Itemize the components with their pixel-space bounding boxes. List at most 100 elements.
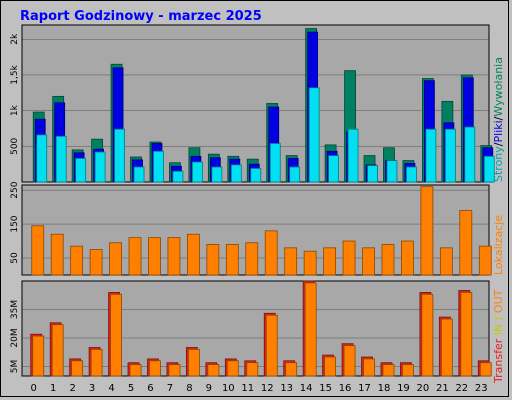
legend-label-bottom: Transfer IN / OUT [492,289,505,384]
panel-middle: 50 150 250 [10,181,492,276]
bar-top-strony-18 [386,160,398,183]
bar-middle-lokalizacje-21 [439,247,453,276]
bar-top-strony-0 [36,134,48,183]
bar-bottom-in-22 [460,291,473,377]
legend-hits: Wywołania [492,57,505,117]
bar-bottom-in-21 [440,318,453,377]
bar-top-strony-8 [191,161,203,183]
y-tick-label-top-2: 1,5k [10,64,20,84]
bar-middle-lokalizacje-7 [167,237,181,276]
x-tick-label-12: 12 [261,383,274,394]
bar-top-strony-11 [250,168,262,183]
bar-middle-lokalizacje-9 [206,244,220,276]
legend-in: IN / [492,313,505,339]
x-tick-label-0: 0 [31,383,37,394]
bar-top-strony-17 [367,165,378,183]
legend-out: OUT [492,289,505,313]
bar-top-strony-6 [153,150,164,183]
x-tick-label-5: 5 [128,383,134,394]
bar-top-strony-3 [94,151,106,183]
bar-bottom-in-18 [382,364,395,377]
bar-middle-lokalizacje-0 [31,225,45,276]
x-tick-label-13: 13 [280,383,293,394]
y-tick-label-top-0: 500 [10,137,20,154]
legend-files: Pliki [492,120,505,142]
bar-middle-lokalizacje-10 [225,244,239,276]
x-tick-label-3: 3 [89,383,95,394]
chart-title: Raport Godzinowy - marzec 2025 [20,9,262,24]
bar-middle-lokalizacje-5 [128,237,142,276]
bar-middle-lokalizacje-2 [70,245,84,276]
bar-top-strony-22 [464,126,476,183]
bar-top-strony-16 [347,128,359,183]
bar-top-strony-19 [406,166,417,183]
x-tick-label-11: 11 [241,383,254,394]
x-tick-label-7: 7 [167,383,173,394]
right-axis-label-top: Strony/Pliki/Wywołania [492,57,505,182]
bar-middle-lokalizacje-19 [401,240,414,276]
y-tick-label-middle-2: 250 [10,181,20,198]
bar-bottom-in-14 [304,282,317,377]
bar-middle-lokalizacje-3 [89,249,103,276]
bar-middle-lokalizacje-18 [381,244,395,276]
bar-bottom-in-8 [187,348,200,377]
bar-bottom-in-7 [168,364,181,377]
bar-middle-lokalizacje-15 [323,247,337,276]
y-tick-label-bottom-2: 35M [10,300,20,319]
x-tick-label-23: 23 [475,383,488,394]
bar-middle-lokalizacje-14 [303,250,317,276]
x-tick-label-6: 6 [147,383,153,394]
x-tick-label-1: 1 [50,383,56,394]
bar-middle-lokalizacje-16 [342,240,356,276]
bar-bottom-in-23 [479,362,492,377]
bar-top-strony-13 [289,166,301,183]
bar-middle-lokalizacje-22 [459,210,473,276]
bar-top-strony-2 [75,158,87,183]
bar-bottom-in-4 [110,293,122,377]
legend-sep-2: / [492,116,505,120]
panel-top: 500 1k 1,5k 2k [10,24,495,183]
bar-top-strony-20 [425,128,437,183]
bar-top-strony-14 [308,87,320,183]
bar-middle-lokalizacje-12 [264,230,278,276]
bar-middle-lokalizacje-23 [478,245,492,276]
bar-bottom-in-10 [226,360,239,377]
x-tick-label-9: 9 [206,383,212,394]
bar-middle-lokalizacje-17 [362,247,375,276]
x-tick-label-10: 10 [222,383,235,394]
bar-middle-lokalizacje-4 [109,242,122,276]
bar-top-strony-12 [269,143,281,183]
bar-bottom-in-6 [149,360,161,377]
y-tick-label-bottom-1: 20M [10,328,20,347]
x-tick-label-20: 20 [417,383,430,394]
bar-bottom-in-3 [90,348,103,377]
x-tick-label-19: 19 [397,383,410,394]
right-axis-label-middle: Lokalizacje [492,215,505,275]
bar-top-strony-4 [114,128,125,183]
x-tick-label-17: 17 [358,383,371,394]
bar-bottom-in-12 [265,314,278,377]
legend-label-top: Strony/Pliki/Wywołania [492,57,505,182]
bar-top-strony-1 [55,135,67,183]
bar-bottom-in-13 [285,362,298,377]
x-tick-label-14: 14 [300,383,313,394]
x-tick-label-4: 4 [108,383,114,394]
y-tick-label-middle-1: 150 [10,215,20,232]
legend-sep-1: / [492,142,505,146]
bar-top-strony-23 [483,155,495,183]
bar-bottom-in-19 [402,364,414,377]
x-tick-label-8: 8 [186,383,192,394]
bar-bottom-in-9 [207,364,220,377]
right-axis-label-bottom: Transfer IN / OUT [492,289,505,384]
x-tick-label-15: 15 [319,383,332,394]
bar-top-strony-15 [328,155,340,183]
x-tick-label-22: 22 [455,383,468,394]
bar-bottom-in-2 [71,360,84,377]
bar-top-strony-9 [211,166,223,183]
bar-bottom-in-5 [129,364,142,377]
x-tick-label-18: 18 [378,383,391,394]
bar-bottom-in-15 [324,356,337,377]
bar-bottom-in-0 [32,335,45,377]
